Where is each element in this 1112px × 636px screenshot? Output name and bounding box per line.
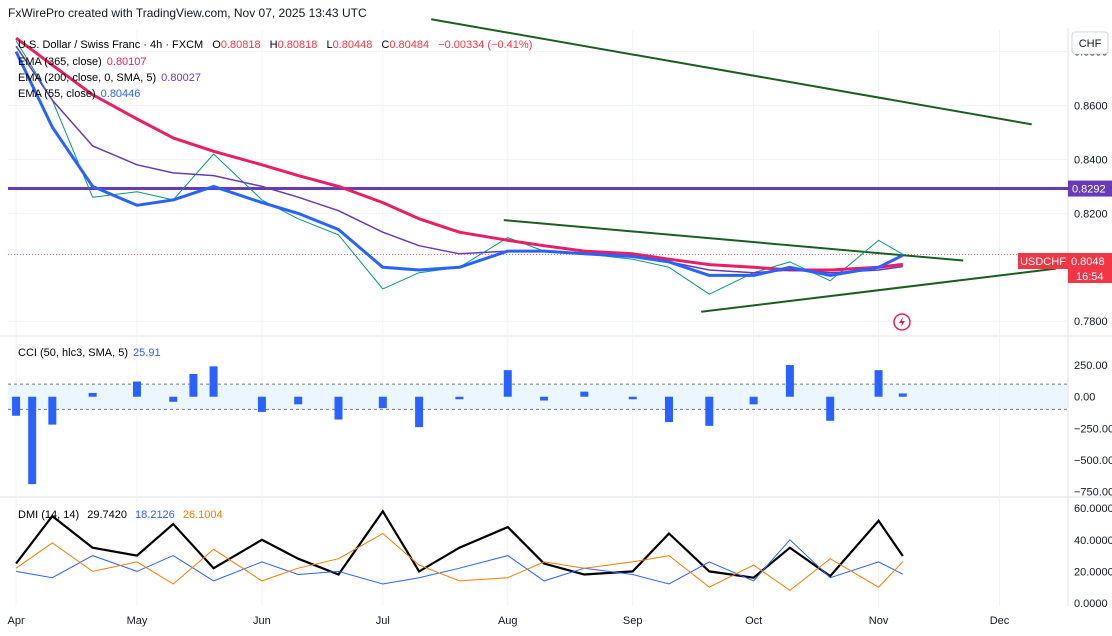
price-pane <box>8 18 1068 313</box>
cci-bar <box>88 392 97 397</box>
cci-legend: CCI (50, hlc3, SMA, 5) 25.91 <box>18 347 161 359</box>
open-value: 0.80818 <box>221 39 261 51</box>
cci-tick-label: −250.00 <box>1074 423 1112 435</box>
currency-label: CHF <box>1079 38 1102 50</box>
dmi-tick-label: 60.0000 <box>1074 503 1112 515</box>
svg-text:U.S. Dollar / Swiss Franc · 4h: U.S. Dollar / Swiss Franc · 4h · FXCM O0… <box>18 39 532 51</box>
month-tick-label: May <box>127 615 148 627</box>
cci-bar <box>705 396 714 426</box>
cci-bar <box>785 365 794 397</box>
cci-bar <box>209 366 218 397</box>
cci-bar <box>28 396 37 485</box>
month-tick-label: Oct <box>745 615 762 627</box>
instrument-title: U.S. Dollar / Swiss Franc · 4h · FXCM <box>18 39 203 51</box>
price-tick-label: 0.8200 <box>1074 208 1108 220</box>
dmi-tick-label: 40.0000 <box>1074 535 1112 547</box>
ema365-legend: EMA (365, close) 0.80107 <box>18 56 147 68</box>
trendline-2[interactable] <box>701 267 1057 313</box>
di-minus-value: 26.1004 <box>183 509 223 521</box>
change-value: −0.00334 (−0.41%) <box>438 39 532 51</box>
cci-bar <box>749 396 758 405</box>
dmi-legend: DMI (14, 14) 29.7420 18.2126 26.1004 <box>18 509 223 521</box>
cci-bar <box>540 396 549 401</box>
di-plus-line <box>16 539 904 585</box>
cci-bar <box>628 396 637 400</box>
cci-bar <box>503 370 512 397</box>
symbol-badge-label: USDCHF <box>1020 256 1066 268</box>
cci-bar <box>874 370 883 397</box>
cci-bar <box>898 393 907 397</box>
countdown-label: 16:54 <box>1076 271 1104 283</box>
price-tick-label: 0.7800 <box>1074 316 1108 328</box>
ema365-line <box>15 36 903 272</box>
trendline-1[interactable] <box>503 219 964 262</box>
month-tick-label: Apr <box>7 615 24 627</box>
cci-bar <box>257 396 266 412</box>
resistance-price-label: 0.8292 <box>1072 184 1106 196</box>
cci-tick-label: 0.00 <box>1074 392 1095 404</box>
month-tick-label: Sep <box>623 615 643 627</box>
cci-bar <box>12 396 21 416</box>
ema200-legend: EMA (200, close, 0, SMA, 5) 0.80027 <box>18 72 201 84</box>
cci-bar <box>334 396 343 420</box>
cci-bar <box>455 396 464 400</box>
cci-bar <box>169 396 178 402</box>
cci-tick-label: −750.00 <box>1074 487 1112 499</box>
cci-bar <box>580 391 589 397</box>
month-tick-label: Aug <box>498 615 518 627</box>
currency-box[interactable] <box>1071 31 1109 55</box>
axes: 0.88000.86000.84000.82000.7800AprMayJunJ… <box>7 47 1112 627</box>
dmi-pane <box>15 509 904 592</box>
last-price-label: 0.8048 <box>1071 256 1105 268</box>
low-value: 0.80448 <box>333 39 373 51</box>
cci-bar <box>294 396 303 405</box>
trendline-0[interactable] <box>431 18 1032 126</box>
price-tick-label: 0.8600 <box>1074 101 1108 113</box>
cci-band <box>8 384 1068 410</box>
di-plus-value: 18.2126 <box>135 509 175 521</box>
chart-header: FxWirePro created with TradingView.com, … <box>8 6 367 20</box>
month-tick-label: Jul <box>376 615 390 627</box>
symbol-badge <box>1018 253 1068 269</box>
ema55-legend: EMA (55, close) 0.80446 <box>18 88 140 100</box>
ema55-line <box>14 50 904 277</box>
cci-value: 25.91 <box>133 347 161 359</box>
price-tick-label: 0.8400 <box>1074 154 1108 166</box>
cci-tick-label: −500.00 <box>1074 455 1112 467</box>
cci-bar <box>132 381 141 397</box>
price-legend: U.S. Dollar / Swiss Franc · 4h · FXCM O0… <box>18 39 532 100</box>
dmi-tick-label: 20.0000 <box>1074 566 1112 578</box>
cci-bar <box>48 396 57 425</box>
cci-bar <box>415 396 424 428</box>
lightning-icon[interactable] <box>893 313 911 331</box>
cci-tick-label: 250.00 <box>1074 360 1108 372</box>
close-value: 0.80484 <box>389 39 429 51</box>
last-price-badge <box>1068 253 1112 269</box>
cci-bar <box>189 373 198 397</box>
resistance-badge <box>1068 180 1112 197</box>
di-minus-line <box>15 532 904 592</box>
cci-bar <box>664 396 673 423</box>
cci-pane <box>12 365 907 485</box>
month-tick-label: Jun <box>253 615 271 627</box>
cci-bar <box>826 396 835 421</box>
month-tick-label: Nov <box>869 615 889 627</box>
dmi-tick-label: 0.0000 <box>1074 598 1108 610</box>
cci-bar <box>378 396 387 409</box>
adx-value: 29.7420 <box>87 509 127 521</box>
high-value: 0.80818 <box>278 39 318 51</box>
month-tick-label: Dec <box>990 615 1010 627</box>
countdown-badge <box>1068 268 1112 283</box>
